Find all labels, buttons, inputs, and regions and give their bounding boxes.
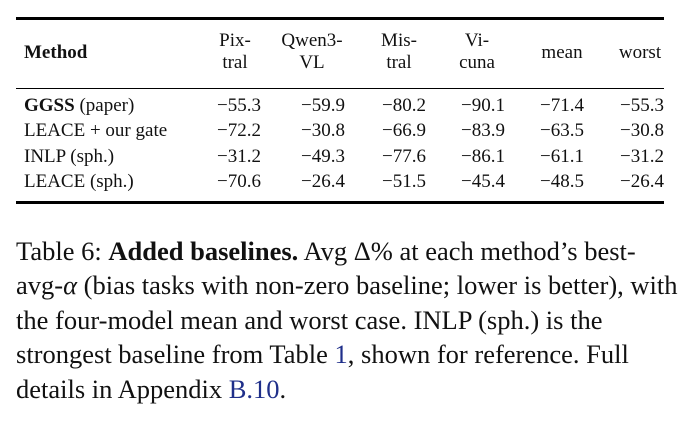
caption-text-4: . (279, 373, 287, 404)
header-qwen: Qwen3- VL (274, 30, 350, 74)
header-qwen-line1: Qwen3- (281, 30, 343, 51)
table-cell: −77.6 (382, 146, 426, 167)
row-inlp-name: INLP (sph.) (24, 146, 115, 167)
table-cell: −90.1 (461, 95, 505, 116)
table-cell: −48.5 (540, 171, 584, 192)
table-cell: −26.4 (301, 171, 345, 192)
table-cell: −31.2 (217, 146, 261, 167)
header-pixtral-line1: Pix- (219, 30, 251, 51)
table-header-rule (16, 88, 664, 89)
table-cell: −31.2 (620, 146, 664, 167)
caption-text-3: , shown for reference. Full details in A… (16, 339, 629, 404)
header-pixtral-line2: tral (222, 52, 248, 73)
table-caption: Table 6: Added baselines. Avg Δ% at each… (16, 234, 678, 406)
caption-alpha: α (63, 270, 78, 301)
table-top-rule (16, 17, 664, 20)
caption-title: Added baselines. (108, 236, 299, 266)
table-cell: −83.9 (461, 120, 505, 141)
table-bottom-rule (16, 201, 664, 204)
header-mistral: Mis- tral (370, 30, 428, 74)
table-cell: −72.2 (217, 120, 261, 141)
table-cell: −30.8 (620, 120, 664, 141)
table-cell: −86.1 (461, 146, 505, 167)
table-cell: −49.3 (301, 146, 345, 167)
row-ggss-name-rest: (paper) (74, 95, 135, 116)
header-vicuna-line1: Vi- (464, 30, 490, 51)
header-vicuna: Vi- cuna (448, 30, 506, 74)
table-cell: −26.4 (620, 171, 664, 192)
row-ggss-name: GGSS (paper) (24, 95, 134, 117)
table-cell: −63.5 (540, 120, 584, 141)
table-cell: −70.6 (217, 171, 261, 192)
table-cell: −61.1 (540, 146, 584, 167)
table-cell: −55.3 (217, 95, 261, 116)
header-qwen-line2: VL (299, 52, 325, 73)
table-cell: −66.9 (382, 120, 426, 141)
appendix-reference-link[interactable]: B.10 (228, 373, 280, 404)
header-worst: worst (618, 42, 662, 63)
caption-label: Table 6: (16, 236, 102, 266)
header-mistral-line2: tral (386, 52, 412, 73)
table-cell: −59.9 (301, 95, 345, 116)
table-cell: −55.3 (620, 95, 664, 116)
header-method: Method (24, 42, 88, 63)
table-cell: −45.4 (461, 171, 505, 192)
table-cell: −80.2 (382, 95, 426, 116)
caption-text-2: (bias tasks with non-zero baseline; lowe… (16, 270, 678, 370)
row-ggss-name-bold: GGSS (24, 95, 75, 116)
table-cell: −71.4 (540, 95, 584, 116)
table-reference-link[interactable]: 1 (334, 339, 348, 370)
caption-text-1: Avg Δ% at each method’s best-avg- (16, 236, 636, 301)
table-cell: −51.5 (382, 171, 426, 192)
header-vicuna-line2: cuna (459, 52, 495, 73)
header-pixtral: Pix- tral (206, 30, 264, 74)
row-leace-sph-name: LEACE (sph.) (24, 171, 134, 192)
header-mean: mean (541, 42, 583, 63)
row-leace-gate-name: LEACE + our gate (24, 120, 168, 141)
header-mistral-line1: Mis- (381, 30, 417, 51)
table-cell: −30.8 (301, 120, 345, 141)
